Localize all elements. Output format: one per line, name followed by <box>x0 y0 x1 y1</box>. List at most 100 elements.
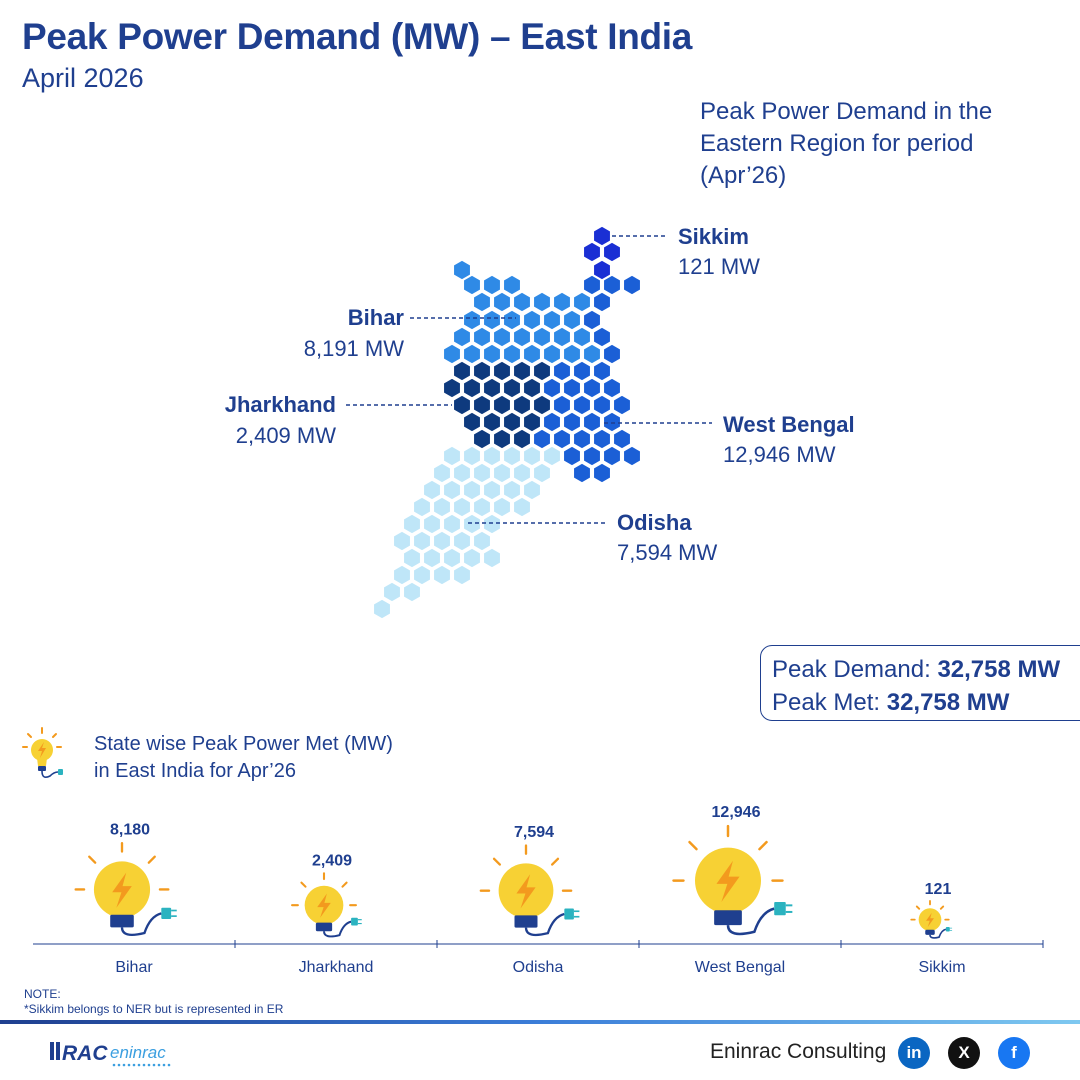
hex-tile-west-bengal <box>562 445 582 467</box>
hex-tile-odisha <box>442 513 462 535</box>
hex-tile-odisha <box>472 496 492 518</box>
hex-tile-west-bengal <box>622 274 642 296</box>
bulb-value-label: 2,409 <box>312 852 352 869</box>
peak-met-label: Peak Met: <box>772 689 881 716</box>
hex-tile-odisha <box>372 598 392 620</box>
hex-tile-bihar <box>582 343 602 365</box>
hex-tile-bihar <box>502 274 522 296</box>
bulb-value-label: 12,946 <box>712 804 761 821</box>
hex-tile-odisha <box>492 496 512 518</box>
hex-tile-west-bengal <box>592 394 612 416</box>
hex-tile-odisha <box>452 462 472 484</box>
hex-tile-bihar <box>522 343 542 365</box>
bulb-chart-title-line: in East India for Apr’26 <box>94 760 296 782</box>
hex-tile-bihar <box>552 291 572 313</box>
hex-tile-west-bengal <box>562 411 582 433</box>
hex-tile-west-bengal <box>602 343 622 365</box>
lightbulb-icon <box>22 727 63 778</box>
bulb-mark-west-bengal <box>672 824 793 936</box>
hex-tile-jharkhand <box>492 428 512 450</box>
region-name-west-bengal: West Bengal <box>723 412 855 437</box>
hex-tile-west-bengal <box>582 377 602 399</box>
hex-tile-odisha <box>422 479 442 501</box>
hex-tile-bihar <box>482 309 502 331</box>
hex-tile-bihar <box>472 291 492 313</box>
page-subtitle: April 2026 <box>22 63 144 93</box>
hex-tile-west-bengal <box>602 377 622 399</box>
hex-tile-odisha <box>462 513 482 535</box>
hex-tile-west-bengal <box>542 411 562 433</box>
region-name-bihar: Bihar <box>347 305 404 330</box>
hex-tile-west-bengal <box>612 428 632 450</box>
hex-tile-odisha <box>462 445 482 467</box>
linkedin-icon[interactable]: in <box>898 1037 930 1069</box>
hex-tile-odisha <box>432 462 452 484</box>
region-name-sikkim: Sikkim <box>678 224 749 249</box>
category-label: West Bengal <box>695 959 785 976</box>
hex-tile-west-bengal <box>572 394 592 416</box>
map-heading: Peak Power Demand in the Eastern Region … <box>700 96 1060 192</box>
hex-tile-odisha <box>402 547 422 569</box>
bulb-marks: 8,180 Bihar 2,409 Jharkhand 7,594 Odisha 12,94… <box>33 804 1044 976</box>
peak-demand-value: 32,758 MW <box>937 656 1061 683</box>
hex-tile-odisha <box>452 496 472 518</box>
hex-tile-west-bengal <box>592 360 612 382</box>
hex-tile-jharkhand <box>492 360 512 382</box>
map-heading-line: Eastern Region for period <box>700 130 974 157</box>
facebook-icon[interactable]: f <box>998 1037 1030 1069</box>
hex-tile-jharkhand <box>522 377 542 399</box>
hex-tile-odisha <box>432 530 452 552</box>
hex-tile-sikkim <box>582 241 602 263</box>
hex-tile-west-bengal <box>592 462 612 484</box>
hex-tile-odisha <box>392 564 412 586</box>
note: NOTE: *Sikkim belongs to NER but is repr… <box>24 987 283 1017</box>
bulb-value-label: 8,180 <box>110 821 150 838</box>
company-logo: RAC eninrac <box>50 1042 171 1067</box>
bulb-mark-sikkim <box>910 900 953 939</box>
hex-tile-bihar <box>482 343 502 365</box>
hex-tile-bihar <box>492 326 512 348</box>
hex-tile-jharkhand <box>452 360 472 382</box>
hex-tile-bihar <box>472 326 492 348</box>
hex-tile-odisha <box>482 513 502 535</box>
bulb-mark-odisha <box>479 844 580 937</box>
hex-tile-west-bengal <box>572 360 592 382</box>
hex-tile-bihar <box>572 291 592 313</box>
map-heading-line: (Apr’26) <box>700 162 787 189</box>
hex-tile-west-bengal <box>592 326 612 348</box>
hex-tile-bihar <box>502 343 522 365</box>
hex-tile-west-bengal <box>532 428 552 450</box>
hex-tile-west-bengal <box>542 377 562 399</box>
hex-tile-west-bengal <box>572 462 592 484</box>
hex-tile-jharkhand <box>532 394 552 416</box>
hex-tile-odisha <box>492 462 512 484</box>
hex-tile-odisha <box>402 581 422 603</box>
region-value-bihar: 8,191 MW <box>303 336 404 361</box>
hex-tile-odisha <box>442 479 462 501</box>
hex-tile-jharkhand <box>512 394 532 416</box>
note-text: *Sikkim belongs to NER but is represente… <box>24 1002 284 1016</box>
hex-tile-jharkhand <box>532 360 552 382</box>
hex-tile-odisha <box>462 547 482 569</box>
hex-tile-west-bengal <box>582 445 602 467</box>
hex-tile-odisha <box>482 445 502 467</box>
region-name-jharkhand: Jharkhand <box>224 392 336 417</box>
hex-map <box>346 225 712 620</box>
x-icon[interactable]: X <box>948 1037 980 1069</box>
bulb-chart: 8,180 Bihar 2,409 Jharkhand 7,594 Odisha 12,94… <box>33 804 1044 976</box>
hex-tile-odisha <box>502 479 522 501</box>
region-value-jharkhand: 2,409 MW <box>235 423 336 448</box>
logo-mark: RAC eninrac <box>50 1042 171 1067</box>
bulb-mark-jharkhand <box>291 872 362 938</box>
hex-tile-sikkim <box>592 225 612 247</box>
hex-tile-bihar <box>532 291 552 313</box>
hex-tile-jharkhand <box>502 377 522 399</box>
hex-tile-jharkhand <box>482 411 502 433</box>
hex-tile-odisha <box>442 445 462 467</box>
hex-tile-west-bengal <box>602 274 622 296</box>
hex-tile-west-bengal <box>592 291 612 313</box>
hex-tile-bihar <box>522 309 542 331</box>
hex-tile-west-bengal <box>552 394 572 416</box>
hex-tile-odisha <box>422 547 442 569</box>
hex-tile-jharkhand <box>452 394 472 416</box>
